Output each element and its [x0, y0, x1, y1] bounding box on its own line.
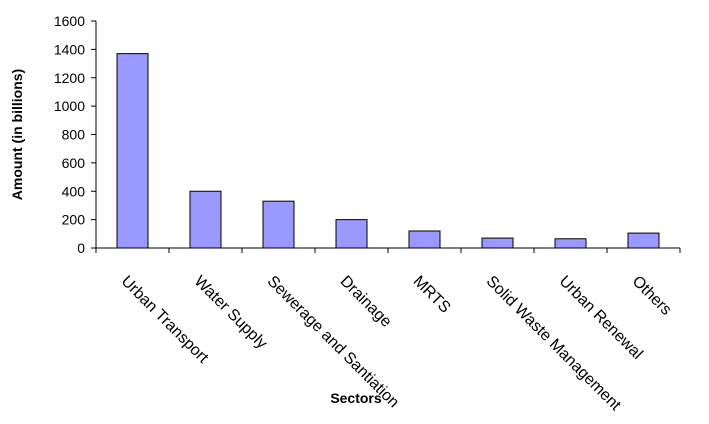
bar: [335, 219, 368, 249]
x-tick-label: Drainage: [337, 273, 395, 331]
y-tick-label: 0: [77, 240, 85, 256]
y-tick-label: 1200: [54, 70, 85, 86]
x-tick-label: MRTS: [410, 273, 454, 317]
y-axis-title: Amount (in billions): [9, 69, 25, 200]
y-tick-label: 600: [62, 155, 86, 171]
bar: [262, 200, 295, 249]
bars: [116, 53, 660, 249]
y-tick-label: 1000: [54, 98, 85, 114]
y-tick-label: 800: [62, 127, 86, 143]
x-tick-label: Solid Waste Management: [483, 273, 625, 415]
y-axis-ticks: 0 200 400 600 800 1000 1200 1400 1600: [54, 13, 96, 256]
y-tick-label: 200: [62, 212, 86, 228]
x-tick-label: Water Supply: [191, 273, 271, 353]
y-tick-label: 1400: [54, 41, 85, 57]
y-tick-label: 400: [62, 183, 86, 199]
bar: [408, 230, 441, 249]
x-axis-title: Sectors: [330, 390, 382, 406]
x-tick-label: Others: [629, 273, 675, 319]
y-tick-label: 1600: [54, 13, 85, 29]
bar: [627, 232, 660, 249]
bar: [481, 237, 514, 249]
bar: [116, 53, 149, 249]
bar: [189, 190, 222, 249]
bar: [554, 238, 587, 249]
